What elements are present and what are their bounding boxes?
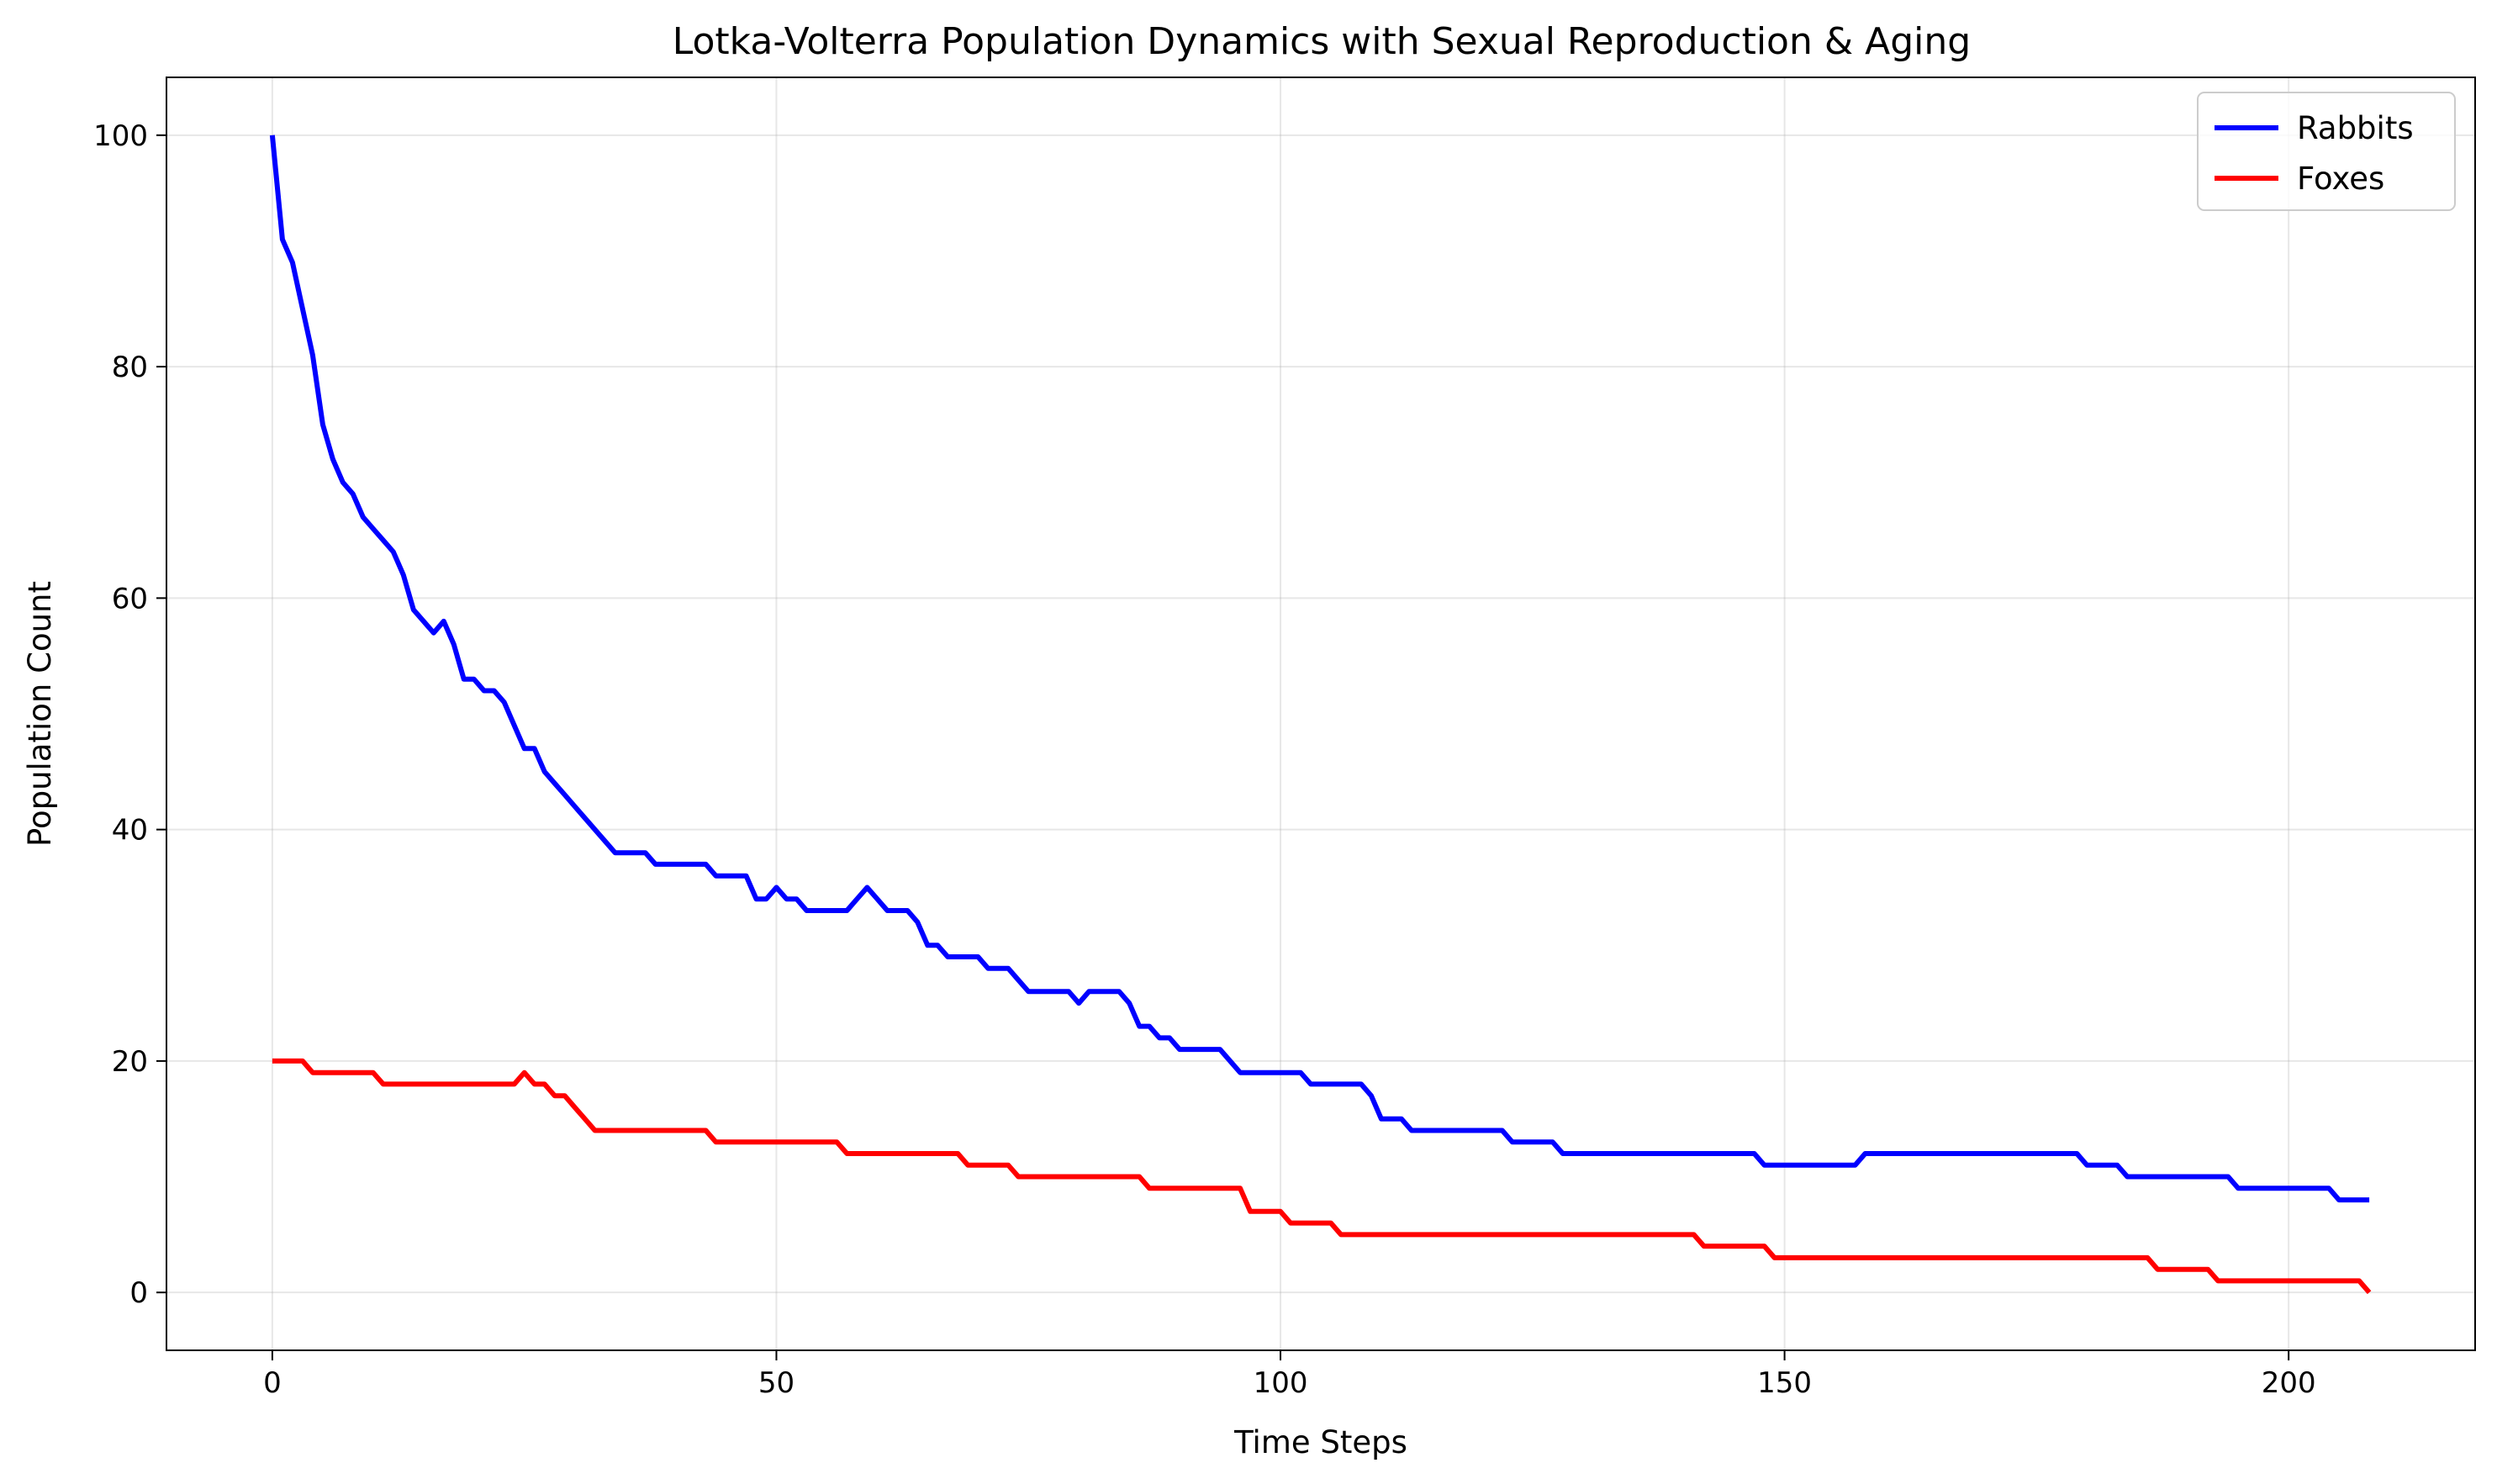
x-tick-label: 150 — [1757, 1366, 1812, 1400]
legend: Rabbits Foxes — [2197, 92, 2456, 211]
series-layer — [269, 135, 2372, 1295]
y-tick-label: 60 — [112, 582, 148, 615]
series-line-rabbits — [269, 135, 2370, 1203]
x-axis-label: Time Steps — [1233, 1424, 1407, 1460]
x-tick-label: 0 — [263, 1366, 282, 1400]
y-tick-label: 20 — [112, 1045, 148, 1079]
plot-frame — [166, 77, 2476, 1351]
chart-title: Lotka-Volterra Population Dynamics with … — [673, 20, 1971, 63]
grid — [166, 77, 2475, 1350]
legend-label-foxes: Foxes — [2297, 161, 2384, 197]
y-axis: 0 20 40 60 80 100 — [93, 119, 166, 1310]
y-tick-label: 40 — [112, 814, 148, 848]
y-tick-label: 0 — [129, 1276, 148, 1310]
series-line-foxes — [272, 1058, 2372, 1295]
x-tick-label: 50 — [758, 1366, 794, 1400]
y-tick-label: 80 — [112, 351, 148, 384]
x-tick-label: 100 — [1254, 1366, 1308, 1400]
y-tick-label: 100 — [93, 119, 148, 153]
y-axis-label: Population Count — [22, 581, 58, 847]
x-tick-label: 200 — [2262, 1366, 2316, 1400]
legend-label-rabbits: Rabbits — [2297, 110, 2414, 146]
x-axis: 0 50 100 150 200 — [263, 1350, 2316, 1400]
